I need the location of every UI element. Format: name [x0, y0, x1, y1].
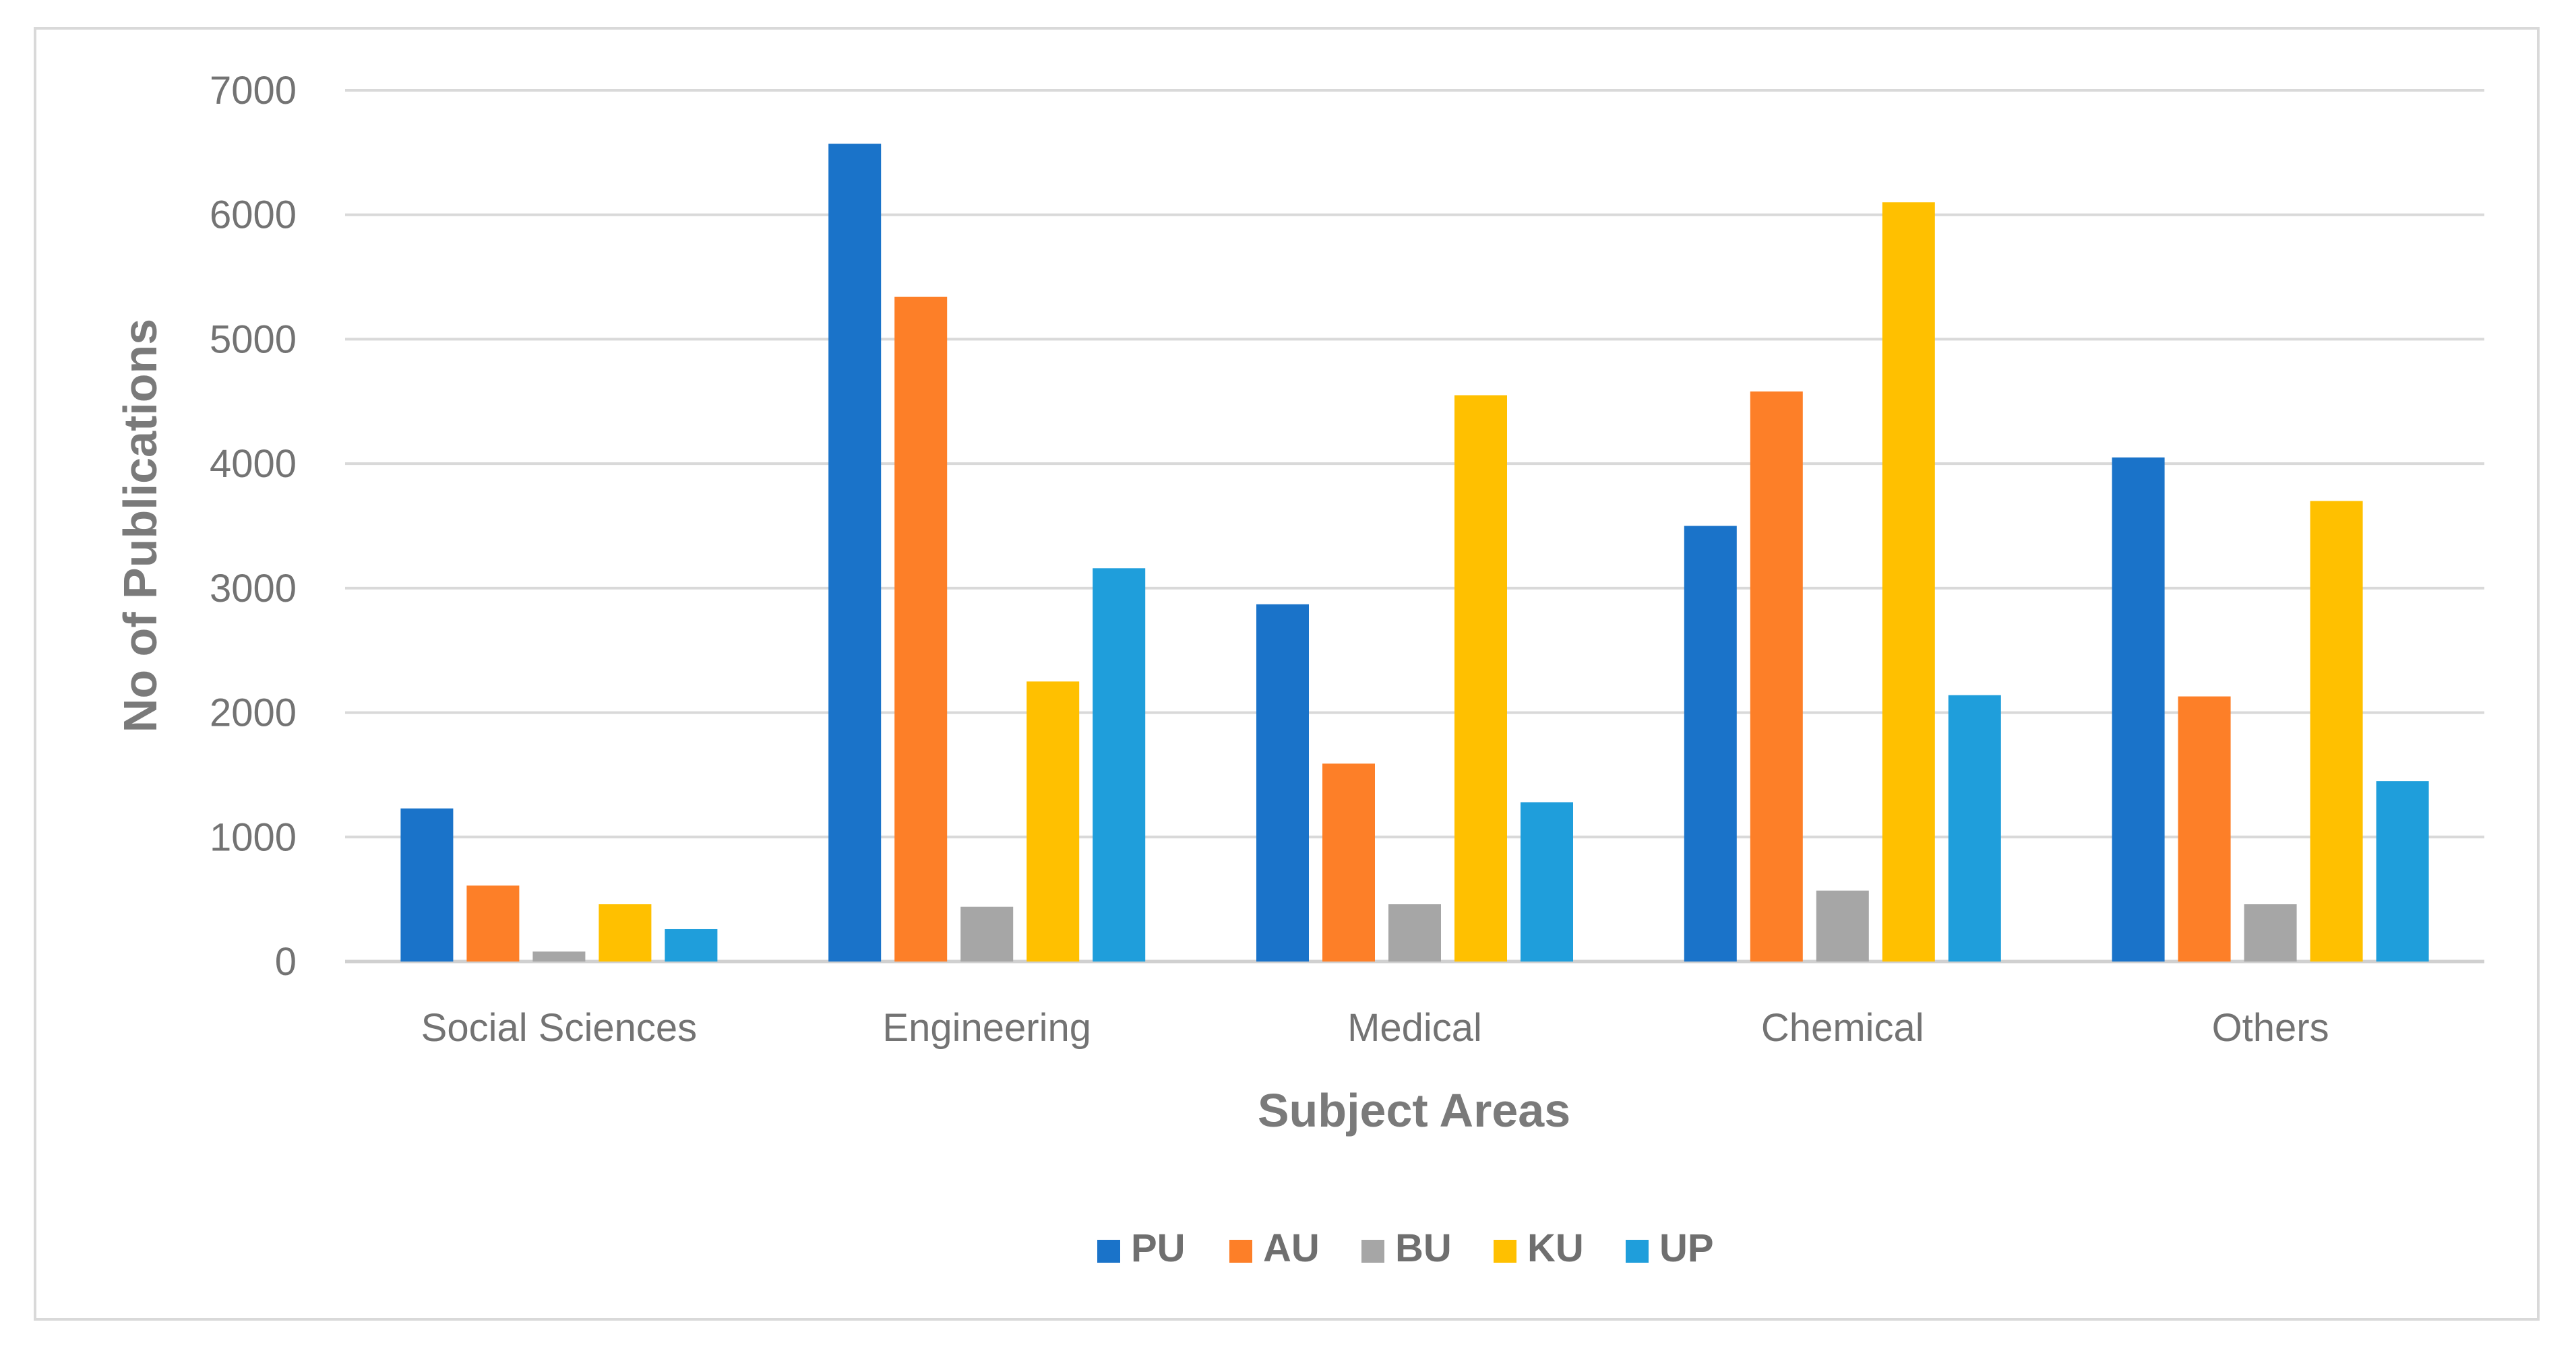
- bar-bu: [1816, 890, 1869, 962]
- bar-bu: [532, 951, 586, 962]
- bar-au: [466, 885, 520, 962]
- y-tick-label: 4000: [210, 442, 297, 486]
- legend-label-bu: BU: [1395, 1226, 1452, 1270]
- legend-swatch-up: [1626, 1240, 1649, 1263]
- bar-up: [1521, 802, 1573, 962]
- legend-label-pu: PU: [1131, 1226, 1186, 1270]
- legend-swatch-pu: [1097, 1240, 1120, 1263]
- x-tick-label: Engineering: [882, 1006, 1091, 1050]
- bar-pu: [1684, 526, 1737, 962]
- legend-swatch-bu: [1361, 1240, 1384, 1263]
- bar-up: [2376, 781, 2429, 962]
- y-tick-label: 3000: [210, 567, 297, 610]
- bar-pu: [2112, 457, 2165, 962]
- y-tick-label: 5000: [210, 317, 297, 361]
- bar-ku: [2310, 501, 2363, 962]
- bar-pu: [828, 144, 882, 962]
- y-tick-label: 6000: [210, 193, 297, 237]
- bar-pu: [1256, 604, 1309, 962]
- y-axis-ticks: 0 1000 2000 3000 4000 5000 6000 7000: [210, 69, 297, 984]
- y-axis-title: No of Publications: [114, 319, 166, 732]
- bar-up: [1093, 568, 1146, 962]
- bar-au: [2178, 696, 2231, 962]
- x-axis-title: Subject Areas: [1258, 1084, 1570, 1137]
- bar-au: [1750, 391, 1803, 962]
- y-tick-label: 1000: [210, 815, 297, 859]
- bar-au: [894, 296, 948, 962]
- bar-ku: [1026, 681, 1080, 962]
- bars: [400, 144, 2429, 962]
- legend-swatch-au: [1229, 1240, 1252, 1263]
- x-tick-label: Chemical: [1761, 1006, 1924, 1050]
- y-tick-label: 7000: [210, 69, 297, 113]
- bar-ku: [599, 904, 652, 962]
- legend-label-au: AU: [1263, 1226, 1320, 1270]
- bar-ku: [1882, 202, 1935, 962]
- bar-up: [665, 929, 718, 962]
- x-tick-label: Social Sciences: [421, 1006, 697, 1050]
- bar-bu: [1388, 904, 1441, 962]
- bar-bu: [960, 906, 1014, 962]
- x-tick-label: Medical: [1347, 1006, 1482, 1050]
- bar-bu: [2244, 904, 2297, 962]
- x-axis-ticks: Social Sciences Engineering Medical Chemica…: [421, 1006, 2329, 1050]
- bar-au: [1322, 763, 1375, 962]
- x-tick-label: Others: [2212, 1006, 2329, 1050]
- legend-label-ku: KU: [1527, 1226, 1584, 1270]
- y-tick-label: 0: [275, 940, 297, 984]
- legend-label-up: UP: [1659, 1226, 1714, 1270]
- bar-pu: [400, 808, 454, 962]
- bar-up: [1948, 695, 2001, 962]
- y-tick-label: 2000: [210, 691, 297, 735]
- bar-ku: [1454, 395, 1507, 962]
- legend-swatch-ku: [1494, 1240, 1516, 1263]
- legend: PU AU BU KU UP: [1097, 1226, 1714, 1270]
